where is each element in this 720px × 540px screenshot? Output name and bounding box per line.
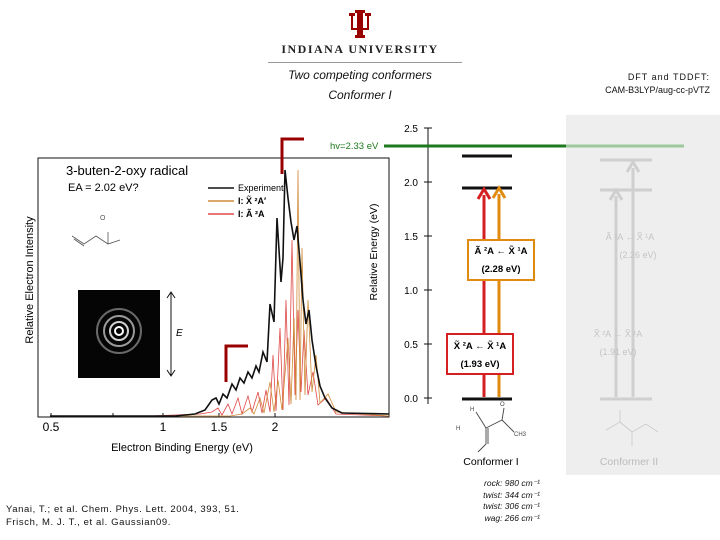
energy-ylabel: Relative Energy (eV) [368, 204, 380, 301]
energy-ytick: 2.5 [404, 124, 418, 135]
legend-ground-state: I: X̃ ²A′ [238, 195, 266, 206]
conformer-1-levels [462, 154, 512, 401]
references: Yanai, T.; et al. Chem. Phys. Lett. 2004… [6, 503, 240, 529]
method-label: DFT and TDDFT: [627, 72, 710, 82]
svg-text:H: H [470, 407, 474, 413]
svg-text:CH3: CH3 [514, 432, 527, 438]
spectrum-xtick: 1.5 [211, 420, 228, 434]
university-name: INDIANA UNIVERSITY [281, 42, 439, 56]
spectrum-frame [37, 157, 390, 418]
vibrational-modes: rock: 980 cm⁻¹ twist: 344 cm⁻¹ twist: 30… [468, 478, 540, 524]
spectrum-xtick: 2 [272, 420, 279, 434]
ground-transition-arrowhead [476, 186, 492, 200]
svg-text:O: O [100, 215, 106, 222]
energy-ytick: 1.5 [404, 232, 418, 243]
excited-transition-box [467, 239, 535, 281]
conformer-2-structure [605, 410, 659, 446]
svg-text:O: O [500, 402, 505, 408]
spectrum-xtick: 0.5 [43, 420, 60, 434]
conformer-2-arrows [608, 159, 641, 397]
conformer-2-excited-label: Ã ²A ← X̃ ¹A [606, 232, 655, 242]
reference-item: Frisch, M. J. T., et al. Gaussian09. [6, 517, 172, 528]
spectrum-legend: Experiment I: X̃ ²A′ I: Ã ²A [208, 183, 284, 219]
header-divider [268, 62, 462, 63]
vibration-mode: wag: 266 cm⁻¹ [484, 512, 540, 523]
excited-transition-label: Ã ²A ← X̃ ¹A [475, 245, 528, 257]
energy-ytick: 0.0 [404, 394, 418, 405]
radical-name: 3-buten-2-oxy radical [66, 163, 188, 178]
spectrum-xtick: 1 [160, 420, 167, 434]
ground-transition-value: (1.93 eV) [460, 359, 499, 370]
conformer-1-label: Conformer I [463, 456, 518, 468]
legend-experiment: Experiment [238, 183, 284, 193]
conformer-2-label: Conformer II [600, 456, 658, 468]
ground-transition-label: X̃ ²A ← X̃ ¹A [454, 340, 507, 352]
polarization-label: E [176, 328, 183, 339]
conformer-2-panel [566, 115, 720, 475]
svg-text:H: H [456, 426, 460, 432]
method-basis: CAM-B3LYP/aug-cc-pVTZ [605, 85, 710, 95]
electron-affinity: EA = 2.02 eV? [68, 182, 139, 194]
reference-item: Yanai, T.; et al. Chem. Phys. Lett. 2004… [6, 504, 240, 515]
slide-subtitle: Conformer I [328, 88, 392, 102]
conformer-2-ground-label: X̃ ²A ← X̃ ¹A [594, 329, 643, 339]
spectrum-ylabel: Relative Electron Intensity [24, 216, 36, 344]
experimental-spectrum [50, 169, 390, 417]
photon-energy-label: hv=2.33 eV [330, 141, 379, 152]
legend-excited-state: I: Ã ²A [238, 209, 265, 219]
lower-bracket [224, 344, 248, 382]
slide-title: Two competing conformers [288, 68, 432, 82]
radical-structure: O [71, 215, 121, 247]
energy-ytick: 2.0 [404, 178, 418, 189]
conformer-2-levels [600, 158, 652, 401]
conformer-2-excited-value: (2.26 eV) [619, 250, 656, 260]
vibration-mode: twist: 306 cm⁻¹ [483, 501, 540, 511]
energy-ytick: 1.0 [404, 286, 418, 297]
conformer-2-ground-value: (1.91 eV) [599, 347, 636, 357]
vibration-mode: twist: 344 cm⁻¹ [483, 489, 540, 500]
vibration-mode: rock: 980 cm⁻¹ [484, 478, 540, 488]
energy-axis-ticks [424, 127, 432, 399]
ground-transition-box [446, 333, 514, 375]
university-trident-logo [349, 10, 371, 38]
spectrum-xlabel: Electron Binding Energy (eV) [111, 442, 253, 454]
excited-transition-value: (2.28 eV) [481, 264, 520, 275]
laser-polarization-arrow [166, 291, 176, 377]
photoelectron-rings [96, 308, 142, 354]
excited-transition-arrowhead [491, 185, 507, 199]
conformer-1-structure: H O H CH3 [456, 402, 527, 453]
energy-ytick: 0.5 [404, 340, 418, 351]
upper-bracket [280, 137, 304, 174]
